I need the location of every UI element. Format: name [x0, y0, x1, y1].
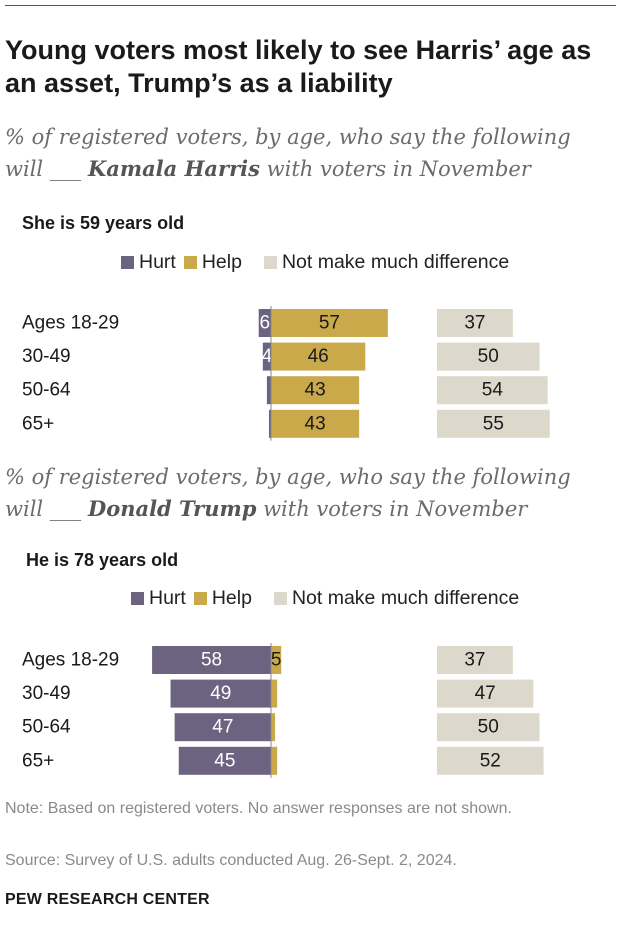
bar-help	[271, 409, 360, 438]
legend-hurt-label: Hurt	[139, 251, 176, 273]
bar-help-label: 5	[271, 650, 282, 671]
legend-hurt-swatch	[121, 256, 134, 269]
footnote: Note: Based on registered voters. No ans…	[5, 800, 512, 817]
source-line: Source: Survey of U.S. adults conducted …	[5, 852, 457, 869]
bar-help	[271, 376, 360, 405]
harris-legend: Hurt Help Not make much difference	[121, 251, 517, 274]
bar-no-difference	[437, 713, 540, 742]
bar-no-difference-label: 37	[464, 650, 485, 671]
bar-no-difference	[437, 309, 513, 337]
bar-hurt	[152, 646, 271, 674]
legend-help: Help	[193, 587, 252, 609]
category-label: 50-64	[22, 380, 71, 401]
bar-no-difference-label: 52	[480, 750, 501, 771]
bar-hurt-label: 45	[214, 750, 235, 771]
bar-hurt-label: 4	[262, 346, 273, 367]
category-label: 30-49	[22, 683, 71, 704]
legend-no-diff: Not make much difference	[273, 587, 520, 609]
legend-no-diff-swatch	[263, 256, 277, 269]
trump-age-chart: Ages 18-29 58 5 37 30-49 49 47 50-64 47 50 65+ 45 52	[22, 643, 544, 778]
bar-help	[271, 713, 276, 742]
harris-age-chart: Ages 18-29 6 57 37 30-49 4 46 50 50-64 43 54 65+ 43 5…	[22, 306, 550, 441]
legend-hurt-label: Hurt	[149, 587, 186, 609]
bar-hurt-label: 6	[260, 313, 271, 334]
bar-hurt	[174, 713, 271, 742]
trump-subtitle-mid: will ___	[5, 497, 88, 521]
trump-subtitle-pre: % of registered voters, by age, who say …	[5, 465, 571, 489]
bar-no-difference	[437, 409, 550, 438]
bar-help-label: 57	[319, 313, 340, 334]
bar-help	[271, 646, 282, 674]
bar-help	[271, 679, 278, 708]
bar-no-difference-label: 50	[478, 346, 499, 367]
harris-subtitle-mid: will ___	[5, 157, 88, 181]
legend-help: Help	[183, 251, 242, 273]
bar-no-difference	[437, 376, 548, 405]
category-label: 65+	[22, 413, 54, 434]
bar-help	[271, 309, 388, 337]
bar-no-difference-label: 55	[483, 413, 504, 434]
top-rule	[5, 5, 616, 6]
chart-title: Young voters most likely to see Harris’ …	[5, 35, 592, 98]
bar-help	[271, 746, 278, 775]
category-label: Ages 18-29	[22, 313, 119, 334]
legend-help-swatch	[193, 592, 207, 605]
trump-subtitle-name: Donald Trump	[87, 496, 257, 521]
trump-legend: Hurt Help Not make much difference	[131, 587, 527, 610]
bar-hurt	[170, 679, 271, 708]
legend-hurt-swatch	[131, 592, 144, 605]
trump-section-title: He is 78 years old	[26, 550, 179, 570]
bar-help-label: 43	[305, 413, 326, 434]
bar-hurt	[266, 376, 271, 405]
bar-hurt	[268, 409, 271, 438]
bar-no-difference-label: 47	[475, 683, 496, 704]
harris-section-title: She is 59 years old	[22, 213, 185, 233]
legend-no-diff-label: Not make much difference	[281, 251, 510, 273]
bar-no-difference	[437, 746, 544, 775]
legend-help-swatch	[183, 256, 197, 269]
category-label: 65+	[22, 750, 54, 771]
category-label: 30-49	[22, 346, 71, 367]
legend-no-diff-label: Not make much difference	[291, 587, 520, 609]
legend-help-label: Help	[201, 251, 242, 273]
legend-hurt: Hurt	[131, 587, 186, 609]
bar-no-difference	[437, 646, 513, 674]
legend-help-label: Help	[211, 587, 252, 609]
bar-hurt-label: 47	[212, 717, 233, 738]
bar-no-difference-label: 37	[464, 313, 485, 334]
bar-no-difference-label: 50	[478, 717, 499, 738]
bar-help	[271, 342, 366, 371]
category-label: 50-64	[22, 717, 71, 738]
legend-hurt: Hurt	[121, 251, 176, 273]
harris-subtitle-name: Kamala Harris	[87, 156, 260, 181]
bar-hurt-label: 58	[201, 650, 222, 671]
harris-subtitle-post: with voters in November	[259, 157, 531, 181]
legend-no-diff: Not make much difference	[263, 251, 510, 273]
bar-no-difference	[437, 679, 534, 708]
harris-subtitle: % of registered voters, by age, who say …	[5, 121, 605, 185]
bar-hurt-label: 49	[210, 683, 231, 704]
harris-subtitle-pre: % of registered voters, by age, who say …	[5, 125, 571, 149]
bar-hurt	[262, 342, 271, 371]
legend-no-diff-swatch	[273, 592, 287, 605]
trump-subtitle-post: with voters in November	[256, 497, 528, 521]
bar-help-label: 43	[305, 380, 326, 401]
pew-logo-text: PEW RESEARCH CENTER	[5, 891, 210, 908]
bar-hurt	[258, 309, 271, 337]
trump-subtitle: % of registered voters, by age, who say …	[5, 461, 605, 525]
category-label: Ages 18-29	[22, 650, 119, 671]
bar-no-difference-label: 54	[482, 380, 504, 401]
bar-help-label: 46	[308, 346, 329, 367]
bar-hurt	[178, 746, 271, 775]
bar-no-difference	[437, 342, 540, 371]
